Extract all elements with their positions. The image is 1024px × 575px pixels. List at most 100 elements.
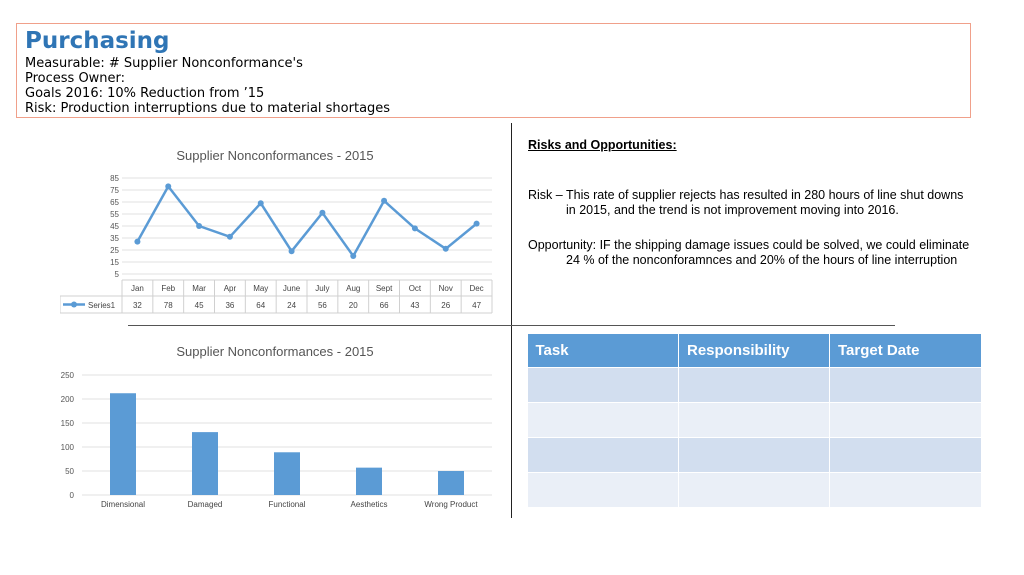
table-cell[interactable]: [829, 472, 982, 508]
y-tick-label: 250: [61, 371, 75, 380]
x-category-label: Feb: [161, 284, 175, 293]
risk-text: Risk – This rate of supplier rejects has…: [528, 188, 964, 217]
x-category-label: Wrong Product: [424, 500, 478, 509]
task-table: Task Responsibility Target Date: [527, 334, 982, 508]
data-point: [196, 223, 203, 229]
x-category-label: Nov: [439, 284, 453, 293]
bar: [438, 471, 464, 495]
y-tick-label: 25: [110, 246, 119, 255]
y-tick-label: 150: [61, 419, 75, 428]
data-table-value: 45: [195, 301, 204, 310]
table-cell[interactable]: [829, 437, 982, 473]
line-chart: 85 75 65 55 45 35 25 15 5 Jan Feb Mar Apr May June July…: [60, 174, 493, 314]
header-box: Purchasing Measurable: # Supplier Noncon…: [16, 23, 971, 118]
table-cell[interactable]: [678, 437, 830, 473]
x-category-label: Aug: [346, 284, 360, 293]
risk-line: Risk: Production interruptions due to ma…: [25, 101, 391, 116]
bar: [356, 467, 382, 495]
responsibility-header: Responsibility: [678, 334, 830, 368]
bar: [274, 452, 300, 495]
data-table-value: 32: [133, 301, 142, 310]
y-tick-label: 100: [61, 443, 75, 452]
risks-opportunities: Risks and Opportunities: Risk – This rat…: [528, 138, 973, 268]
process-owner-line: Process Owner:: [25, 71, 126, 86]
x-category-label: July: [315, 284, 329, 293]
data-point: [411, 225, 418, 232]
y-tick-label: 0: [70, 491, 75, 500]
table-row: [527, 367, 982, 403]
data-table-value: 24: [287, 301, 296, 310]
data-table-value: 26: [441, 301, 450, 310]
horizontal-divider: [128, 325, 895, 326]
page-title: Purchasing: [25, 28, 170, 54]
table-cell[interactable]: [678, 402, 830, 438]
table-row: [527, 472, 982, 508]
x-category-label: Apr: [224, 284, 237, 293]
y-tick-label: 35: [110, 234, 119, 243]
y-tick-label: 65: [110, 198, 119, 207]
data-point: [257, 200, 264, 207]
series-line: [136, 184, 478, 259]
table-cell[interactable]: [527, 437, 679, 473]
x-category-label: Functional: [269, 500, 306, 509]
bar-chart: 250 200 150 100 50 0 Dimensional Damaged Functio…: [61, 371, 492, 509]
table-cell[interactable]: [527, 402, 679, 438]
x-category-label: Mar: [192, 284, 206, 293]
y-tick-label: 85: [110, 174, 119, 183]
data-table-value: 43: [410, 301, 419, 310]
table-cell[interactable]: [678, 367, 830, 403]
data-point: [473, 220, 480, 227]
data-table-value: 64: [256, 301, 265, 310]
table-cell[interactable]: [527, 472, 679, 508]
x-category-label: Aesthetics: [351, 500, 388, 509]
data-table-value: 20: [349, 301, 358, 310]
bar: [110, 393, 136, 495]
table-row: [527, 402, 982, 438]
x-category-label: Jan: [131, 284, 144, 293]
legend-marker: [71, 301, 77, 308]
y-tick-label: 15: [110, 258, 119, 267]
data-point: [165, 183, 172, 190]
legend-label: Series1: [88, 301, 116, 310]
y-tick-label: 75: [110, 186, 119, 195]
risks-heading: Risks and Opportunities:: [528, 138, 677, 152]
y-tick-label: 5: [115, 270, 120, 279]
data-point: [288, 248, 295, 255]
task-header: Task: [527, 334, 679, 368]
data-table-value: 47: [472, 301, 481, 310]
table-cell[interactable]: [829, 367, 982, 403]
measurable-line: Measurable: # Supplier Nonconformance's: [25, 56, 303, 71]
vertical-divider: [511, 123, 512, 518]
x-category-label: Dimensional: [101, 500, 145, 509]
table-cell[interactable]: [678, 472, 830, 508]
data-table-value: 78: [164, 301, 173, 310]
x-category-label: Dec: [469, 284, 483, 293]
data-point: [226, 233, 233, 240]
data-point: [319, 209, 326, 216]
x-category-label: Sept: [376, 284, 393, 293]
line-chart-title: Supplier Nonconformances - 2015: [176, 148, 374, 163]
task-table-header: Task Responsibility Target Date: [527, 334, 982, 368]
data-point: [381, 197, 388, 204]
data-table-value: 56: [318, 301, 327, 310]
x-category-label: June: [283, 284, 301, 293]
goals-line: Goals 2016: 10% Reduction from ’15: [25, 86, 265, 101]
data-table-value: 36: [225, 301, 234, 310]
table-cell[interactable]: [527, 367, 679, 403]
data-table-value: 66: [380, 301, 389, 310]
data-point: [350, 253, 357, 259]
x-category-label: May: [253, 284, 268, 293]
bar-chart-title: Supplier Nonconformances - 2015: [176, 344, 374, 359]
table-cell[interactable]: [829, 402, 982, 438]
table-row: [527, 437, 982, 473]
x-category-label: Damaged: [188, 500, 223, 509]
x-category-label: Oct: [409, 284, 422, 293]
opportunity-text: Opportunity: IF the shipping damage issu…: [528, 238, 970, 267]
y-tick-label: 45: [110, 222, 119, 231]
bar: [192, 432, 218, 495]
data-point: [442, 245, 449, 252]
y-tick-label: 50: [65, 467, 74, 476]
data-point: [134, 238, 141, 245]
target-date-header: Target Date: [829, 334, 982, 368]
y-tick-label: 55: [110, 210, 119, 219]
